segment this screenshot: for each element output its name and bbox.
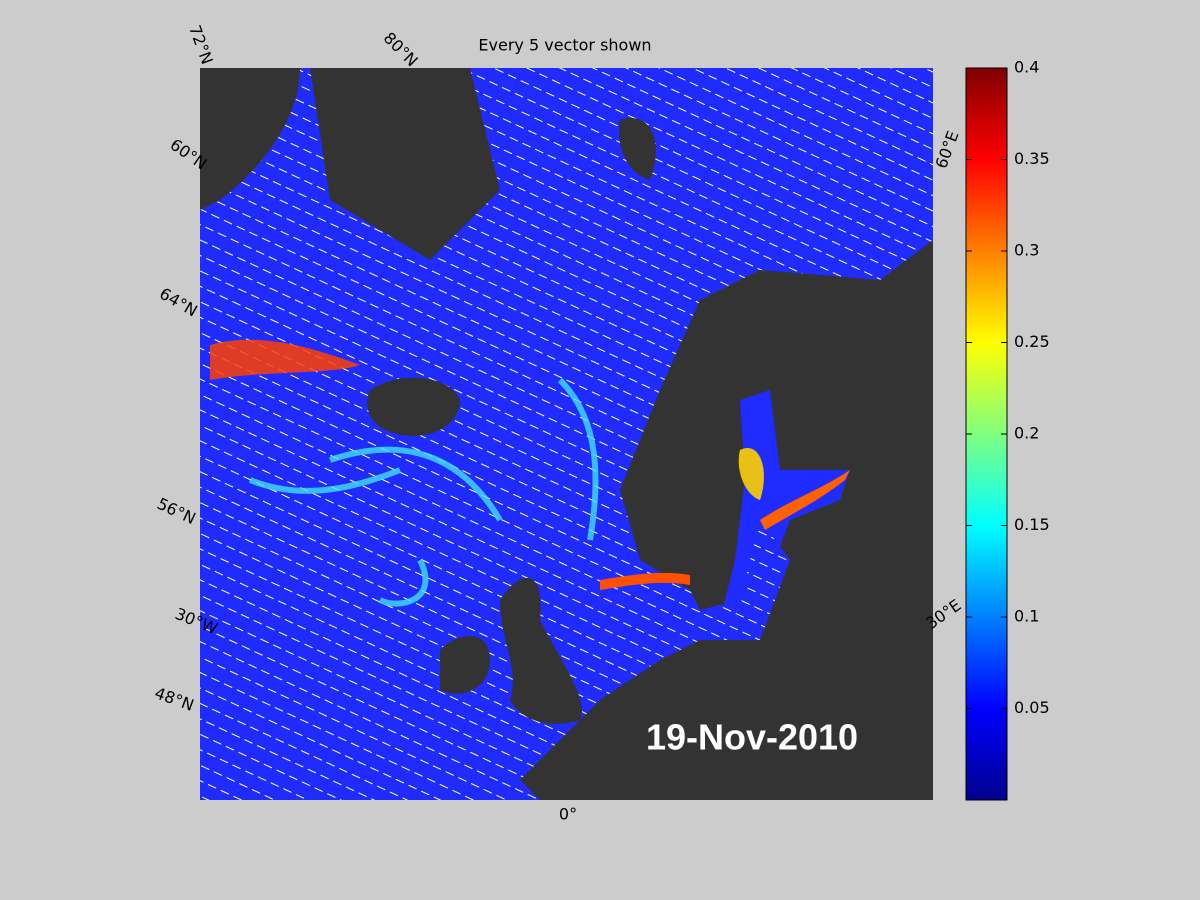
- colorbar-tick-label: 0.2: [1014, 424, 1039, 443]
- colorbar-tick-label: 0.25: [1014, 332, 1050, 351]
- vector-field: [200, 68, 933, 800]
- current-streak: [760, 470, 850, 530]
- date-label: 19-Nov-2010: [646, 717, 858, 758]
- colorbar-tick-label: 0.35: [1014, 149, 1050, 168]
- colorbar-tick-label: 0.05: [1014, 698, 1050, 717]
- greenland: [200, 68, 300, 210]
- graticule-label: 0°: [559, 805, 577, 824]
- map-title: Every 5 vector shown: [478, 36, 651, 55]
- iceland: [367, 377, 460, 436]
- colorbar-ticks: 0.05 0.1 0.15 0.2 0.25 0.3 0.35 0.4: [966, 58, 1050, 717]
- map: [200, 68, 933, 800]
- colorbar-tick-label: 0.4: [1014, 58, 1039, 77]
- colorbar-tick-label: 0.15: [1014, 515, 1050, 534]
- colorbar: [965, 67, 1008, 801]
- current-streak: [738, 448, 764, 500]
- current-streak: [600, 572, 690, 590]
- great-britain: [500, 577, 582, 724]
- colorbar-tick-label: 0.3: [1014, 241, 1039, 260]
- current-streak: [248, 377, 599, 607]
- current-streak: [210, 339, 360, 380]
- ireland: [440, 636, 490, 694]
- colorbar-tick-label: 0.1: [1014, 607, 1039, 626]
- svalbard: [619, 118, 656, 180]
